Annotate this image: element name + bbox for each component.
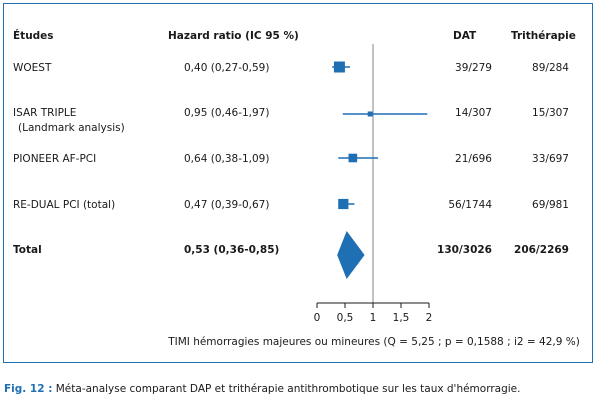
ci-text-woest: 0,40 (0,27-0,59) (184, 62, 270, 74)
point-marker-2 (348, 153, 358, 163)
triple-redual: 69/981 (532, 199, 569, 211)
dat-redual: 56/1744 (448, 199, 492, 211)
x-tick-label-3: 1,5 (393, 312, 410, 324)
dat-isar: 14/307 (455, 107, 492, 119)
x-tick-label-0: 0 (314, 312, 321, 324)
total-ci-text: 0,53 (0,36-0,85) (184, 244, 280, 256)
figure-frame: Études Hazard ratio (IC 95 %) DAT Trithé… (3, 3, 593, 363)
pooled-diamond (337, 231, 365, 279)
triple-pioneer: 33/697 (532, 153, 569, 165)
point-marker-0 (333, 61, 345, 73)
header-dat: DAT (453, 30, 477, 42)
ci-text-isar: 0,95 (0,46-1,97) (184, 107, 270, 119)
total-triple: 206/2269 (514, 244, 569, 256)
dat-pioneer: 21/696 (455, 153, 492, 165)
ci-text-redual: 0,47 (0,39-0,67) (184, 199, 270, 211)
header-tritherapie: Trithérapie (511, 30, 576, 42)
study-subtitle-isar: (Landmark analysis) (18, 122, 125, 134)
caption-text: Méta-analyse comparant DAP et trithérapi… (55, 383, 521, 395)
forest-plot: 0 0,5 1 1,5 2 (314, 44, 433, 324)
dat-woest: 39/279 (455, 62, 492, 74)
study-name-pioneer: PIONEER AF-PCI (13, 153, 97, 165)
ci-text-pioneer: 0,64 (0,38-1,09) (184, 153, 270, 165)
point-marker-1 (367, 111, 373, 117)
header-studies: Études (13, 30, 54, 42)
header-hazard-ratio: Hazard ratio (IC 95 %) (168, 30, 299, 42)
point-marker-3 (338, 198, 349, 210)
study-name-isar: ISAR TRIPLE (13, 107, 77, 119)
x-tick-label-2: 1 (370, 312, 377, 324)
study-name-redual: RE-DUAL PCI (total) (13, 199, 116, 211)
figure-caption: Fig. 12 : Méta-analyse comparant DAP et … (4, 383, 520, 395)
study-name-woest: WOEST (13, 62, 52, 74)
caption-label: Fig. 12 : (4, 383, 53, 395)
triple-woest: 89/284 (532, 62, 569, 74)
axis-caption: TIMI hémorragies majeures ou mineures (Q… (168, 336, 580, 348)
x-tick-label-1: 0,5 (337, 312, 354, 324)
x-tick-label-4: 2 (426, 312, 433, 324)
total-name: Total (13, 244, 42, 256)
total-dat: 130/3026 (437, 244, 492, 256)
triple-isar: 15/307 (532, 107, 569, 119)
